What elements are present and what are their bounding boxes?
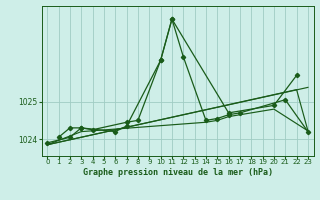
X-axis label: Graphe pression niveau de la mer (hPa): Graphe pression niveau de la mer (hPa) <box>83 168 273 177</box>
